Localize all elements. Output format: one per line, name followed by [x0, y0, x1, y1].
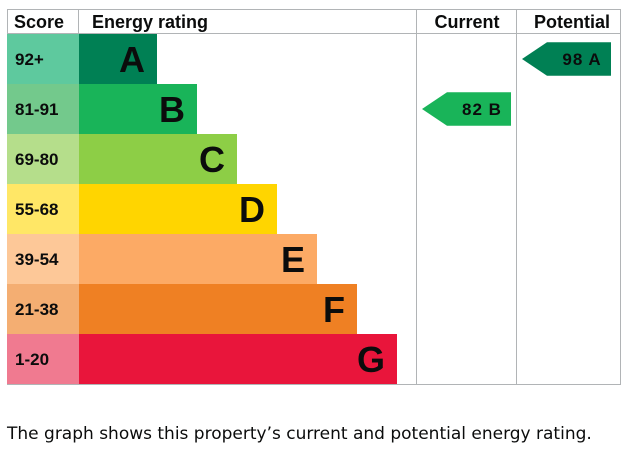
rating-bar-b — [79, 84, 197, 134]
rating-bar-f — [79, 284, 357, 334]
rating-letter-b: B — [159, 89, 185, 130]
header-potential: Potential — [534, 12, 610, 32]
rating-letter-c: C — [199, 139, 225, 180]
score-cell-e — [7, 234, 79, 284]
score-range-a: 92+ — [15, 50, 44, 69]
current-rating-label: 82 B — [462, 100, 502, 119]
epc-chart: Score Energy rating Current Potential 92… — [7, 9, 621, 385]
current-rating-arrow — [422, 92, 511, 126]
score-range-e: 39-54 — [15, 250, 59, 269]
rating-letter-e: E — [281, 239, 305, 280]
rating-letter-f: F — [323, 289, 345, 330]
score-range-d: 55-68 — [15, 200, 58, 219]
potential-rating-arrow — [522, 42, 611, 76]
column-headers: Score Energy rating Current Potential — [14, 12, 610, 32]
rating-bar-d — [79, 184, 277, 234]
score-cell-c — [7, 134, 79, 184]
header-energy-rating: Energy rating — [92, 12, 208, 32]
score-cell-f — [7, 284, 79, 334]
rating-letter-a: A — [119, 39, 145, 80]
rating-letter-d: D — [239, 189, 265, 230]
score-cell-d — [7, 184, 79, 234]
rating-bar-c — [79, 134, 237, 184]
score-range-b: 81-91 — [15, 100, 58, 119]
score-cell-a — [7, 34, 79, 84]
rating-bands: 92+ A 81-91 B 69-80 C 55-68 D 39-54 E 21-38 F 1-20 G — [7, 34, 397, 384]
score-cell-b — [7, 84, 79, 134]
rating-bar-g — [79, 334, 397, 384]
header-score: Score — [14, 12, 64, 32]
rating-markers: 82 B 98 A — [422, 42, 611, 126]
potential-rating-label: 98 A — [562, 50, 601, 69]
header-current: Current — [434, 12, 499, 32]
rating-bar-a — [79, 34, 157, 84]
rating-bar-e — [79, 234, 317, 284]
score-cell-g — [7, 334, 79, 384]
score-range-g: 1-20 — [15, 350, 49, 369]
rating-letter-g: G — [357, 339, 385, 380]
score-range-c: 69-80 — [15, 150, 58, 169]
score-range-f: 21-38 — [15, 300, 58, 319]
chart-caption: The graph shows this property’s current … — [7, 424, 592, 444]
